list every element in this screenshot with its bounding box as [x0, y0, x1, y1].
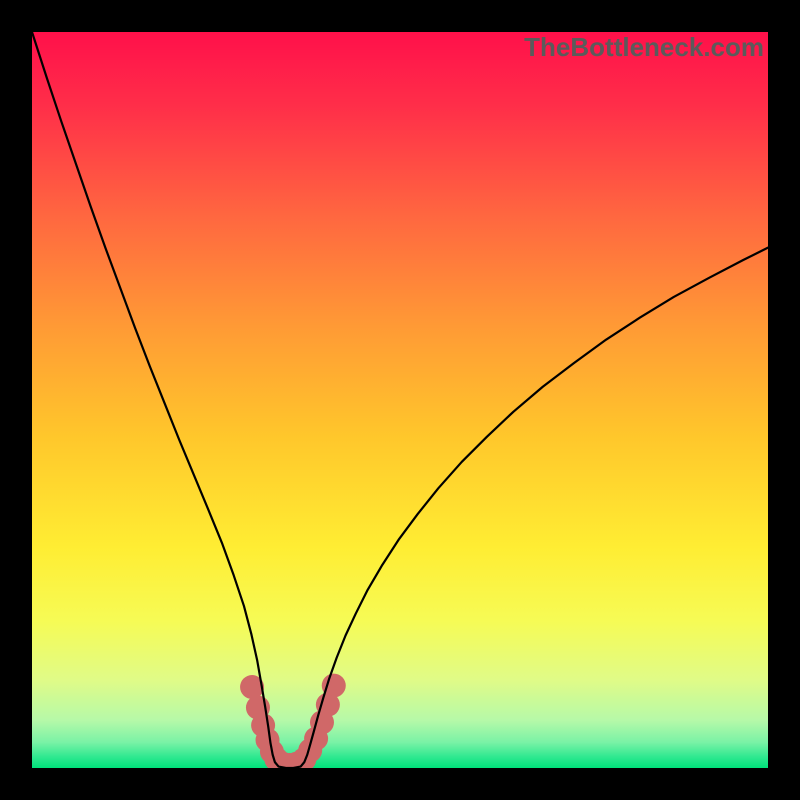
- plot-area: [32, 32, 768, 768]
- chart-frame: TheBottleneck.com: [0, 0, 800, 800]
- gradient-background: [32, 32, 768, 768]
- chart-svg: [32, 32, 768, 768]
- watermark-text: TheBottleneck.com: [524, 32, 764, 63]
